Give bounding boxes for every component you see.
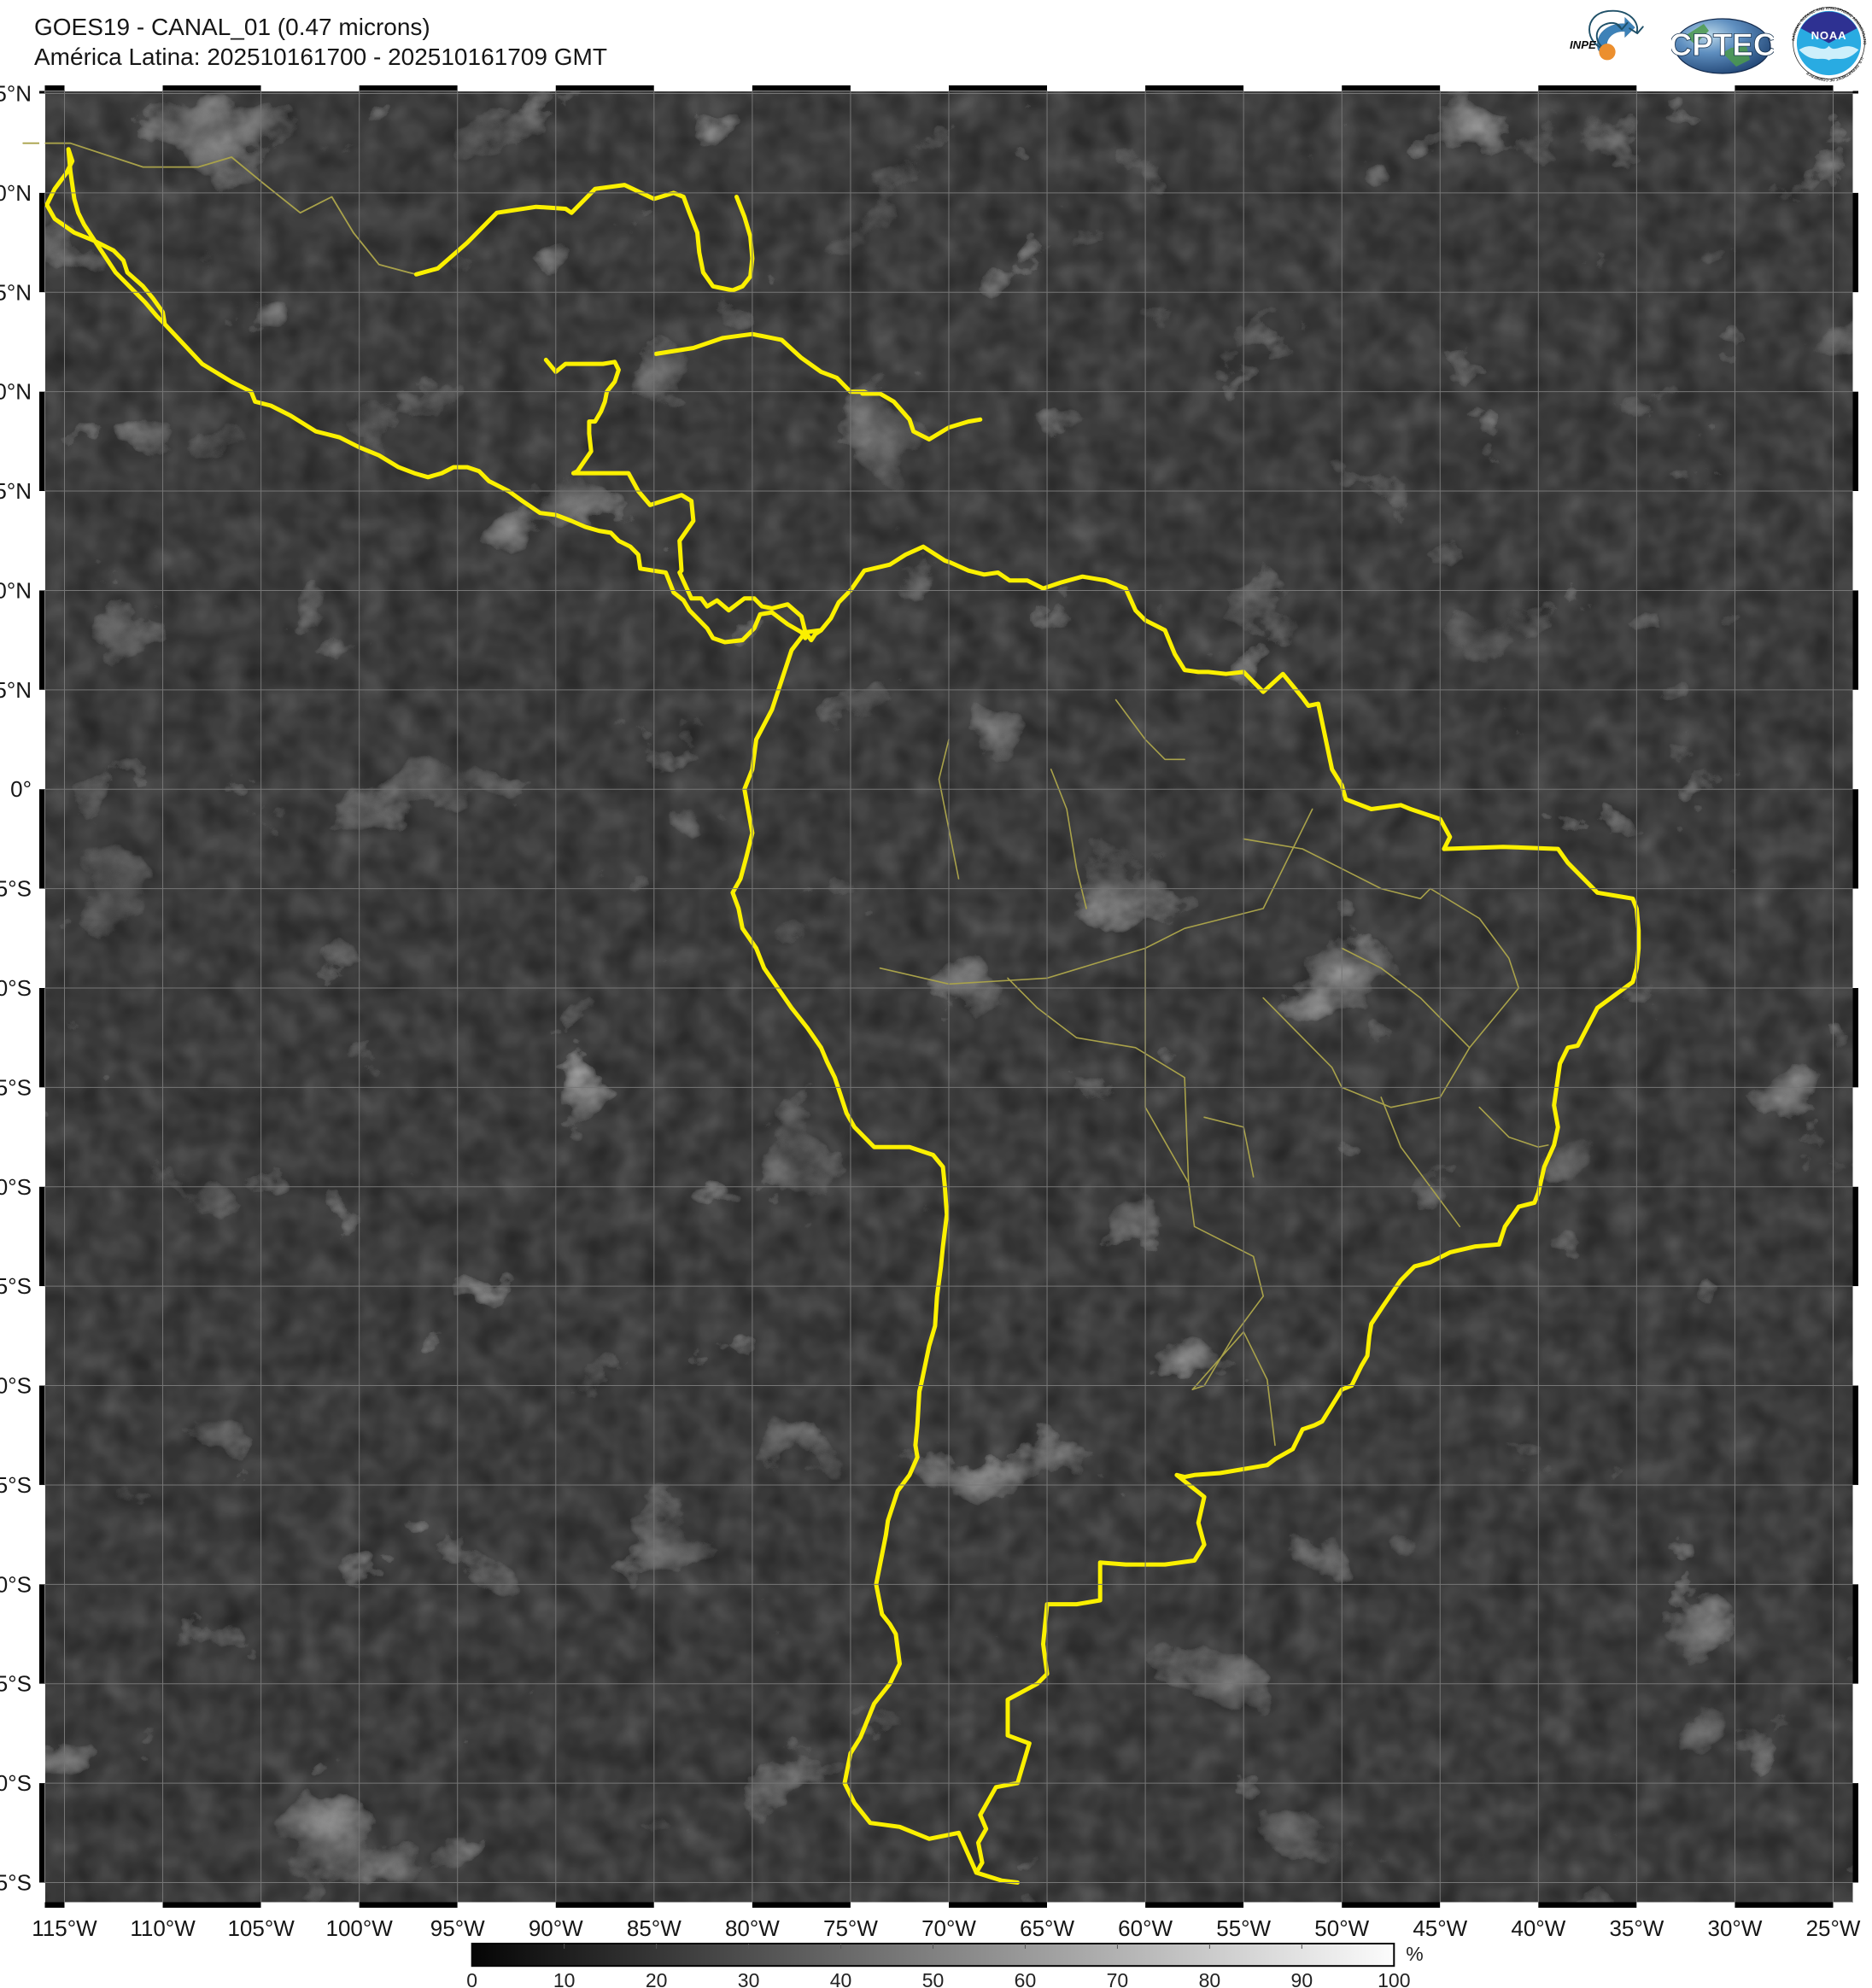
svg-text:50°W: 50°W <box>1314 1915 1369 1941</box>
svg-text:35°N: 35°N <box>0 81 32 107</box>
svg-text:95°W: 95°W <box>430 1915 485 1941</box>
svg-text:45°S: 45°S <box>0 1671 32 1697</box>
svg-text:105°W: 105°W <box>227 1915 295 1941</box>
svg-text:60°W: 60°W <box>1118 1915 1173 1941</box>
svg-text:80: 80 <box>1199 1969 1221 1988</box>
svg-text:55°S: 55°S <box>0 1870 32 1896</box>
svg-text:30°N: 30°N <box>0 180 32 206</box>
svg-text:15°S: 15°S <box>0 1074 32 1100</box>
svg-text:60: 60 <box>1015 1969 1037 1988</box>
svg-text:70°W: 70°W <box>921 1915 976 1941</box>
svg-text:30: 30 <box>738 1969 760 1988</box>
svg-text:55°W: 55°W <box>1216 1915 1271 1941</box>
svg-text:0°: 0° <box>10 776 32 802</box>
svg-text:50: 50 <box>922 1969 945 1988</box>
svg-text:65°W: 65°W <box>1020 1915 1074 1941</box>
svg-text:0: 0 <box>466 1969 477 1988</box>
svg-text:35°W: 35°W <box>1609 1915 1664 1941</box>
svg-text:45°W: 45°W <box>1413 1915 1467 1941</box>
svg-text:90: 90 <box>1291 1969 1313 1988</box>
svg-text:25°S: 25°S <box>0 1273 32 1299</box>
svg-text:10°N: 10°N <box>0 577 32 603</box>
svg-text:15°N: 15°N <box>0 478 32 504</box>
svg-text:50°S: 50°S <box>0 1770 32 1796</box>
svg-text:100: 100 <box>1378 1969 1410 1988</box>
svg-text:100°W: 100°W <box>326 1915 394 1941</box>
svg-text:85°W: 85°W <box>627 1915 682 1941</box>
svg-text:%: % <box>1406 1943 1423 1965</box>
svg-text:30°S: 30°S <box>0 1373 32 1399</box>
svg-text:80°W: 80°W <box>725 1915 780 1941</box>
svg-text:30°W: 30°W <box>1708 1915 1763 1941</box>
svg-text:20°S: 20°S <box>0 1174 32 1200</box>
svg-text:90°W: 90°W <box>529 1915 583 1941</box>
svg-text:40°S: 40°S <box>0 1571 32 1597</box>
svg-text:20°N: 20°N <box>0 379 32 405</box>
svg-text:5°N: 5°N <box>0 677 32 703</box>
svg-text:25°N: 25°N <box>0 279 32 305</box>
svg-text:35°S: 35°S <box>0 1472 32 1498</box>
svg-text:40: 40 <box>830 1969 852 1988</box>
svg-text:10°S: 10°S <box>0 975 32 1001</box>
svg-text:75°W: 75°W <box>823 1915 878 1941</box>
svg-text:25°W: 25°W <box>1806 1915 1861 1941</box>
svg-text:115°W: 115°W <box>32 1915 97 1941</box>
svg-text:40°W: 40°W <box>1511 1915 1565 1941</box>
svg-text:70: 70 <box>1107 1969 1129 1988</box>
svg-text:110°W: 110°W <box>130 1915 196 1941</box>
svg-text:5°S: 5°S <box>0 876 32 902</box>
svg-text:20: 20 <box>646 1969 668 1988</box>
svg-text:10: 10 <box>553 1969 576 1988</box>
